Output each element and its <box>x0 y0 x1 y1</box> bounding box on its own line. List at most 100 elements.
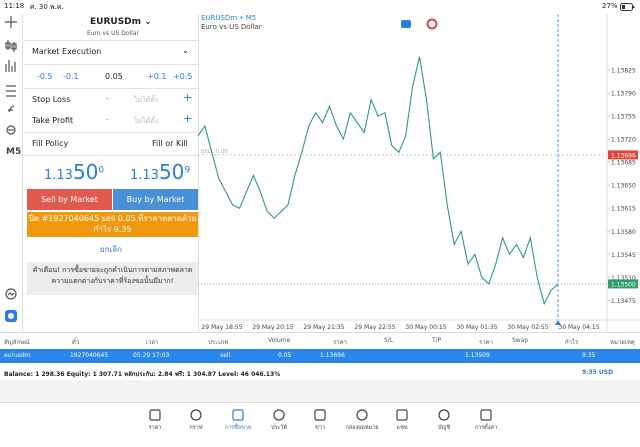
clock: 11:18 <box>4 2 25 10</box>
symbol-text: EURUSDm <box>90 17 142 27</box>
tab-icon[interactable] <box>479 408 493 422</box>
date: ศ. 30 พ.ค. <box>30 3 64 11</box>
y-tick-label: 1.13510 <box>611 275 636 282</box>
tab-label[interactable]: ข่าว <box>315 425 325 431</box>
tab-label[interactable]: บัญชี <box>438 425 450 431</box>
tp-minus[interactable]: - <box>106 115 109 124</box>
dropdown-arrow[interactable]: ⌄ <box>182 46 189 55</box>
sl-value[interactable]: ไม่ได้ตั้ง <box>134 96 159 104</box>
y-tick-label: 1.13755 <box>611 114 636 121</box>
tab-label[interactable]: การตั้งค่า <box>474 425 498 431</box>
y-tick-label: 1.13650 <box>611 183 636 190</box>
tab-icon[interactable] <box>437 408 451 422</box>
chart-title: EURUSDm • M5 <box>201 14 256 22</box>
chart-subtitle: Euro vs US Dollar <box>201 23 262 31</box>
icon[interactable] <box>401 20 411 28</box>
divider <box>0 402 640 403</box>
tab-icon[interactable] <box>231 408 245 422</box>
x-tick-label: 30 May 01:35 <box>456 324 497 331</box>
sl-minus[interactable]: - <box>106 94 109 103</box>
tp-label: Take Profit <box>32 116 74 125</box>
tab-label[interactable]: ประวัติ <box>270 425 288 431</box>
icon-shape <box>396 409 408 421</box>
y-tick-label: 1.13825 <box>611 67 636 74</box>
column-header[interactable]: T/P <box>432 337 442 344</box>
tab-label[interactable]: กล่องจดหมาย <box>345 425 379 431</box>
balance-line: Balance: 1 298.36 Equity: 1 307.71 หลักป… <box>4 371 281 378</box>
icon[interactable] <box>426 18 438 30</box>
tab-label[interactable]: ราคา <box>148 425 162 431</box>
tab-label[interactable]: กราฟ <box>189 425 203 431</box>
tab-label[interactable]: การซื้อขาย <box>224 425 252 431</box>
column-header[interactable]: ราคา <box>333 339 347 346</box>
sell-button[interactable]: Sell by Market <box>27 189 112 210</box>
tab-label[interactable]: แชท <box>396 425 408 431</box>
x-tick-label: 30 May 02:55 <box>507 324 548 331</box>
timeframe[interactable]: M5 <box>6 147 22 157</box>
cell: 05.29 17:03 <box>133 352 170 359</box>
tab-icon[interactable] <box>189 408 203 422</box>
cell: eurusdm <box>4 352 31 359</box>
icon-shape <box>356 409 368 421</box>
cell: 1.13696 <box>320 352 345 359</box>
left-toolbar[interactable] <box>0 12 22 332</box>
cell: sell <box>220 352 231 359</box>
current-price-box <box>608 279 638 289</box>
column-header[interactable]: ตั๋ว <box>72 339 80 346</box>
icon-shape <box>232 409 244 421</box>
tp-plus[interactable]: + <box>183 112 193 125</box>
icon-shape <box>190 409 202 421</box>
column-header[interactable]: เวลา <box>146 339 159 346</box>
divider <box>24 64 198 65</box>
tab-icon[interactable] <box>148 408 162 422</box>
tab-icon[interactable] <box>272 408 286 422</box>
column-header[interactable]: กำไร <box>565 339 579 346</box>
selected-row[interactable] <box>0 349 640 363</box>
order-symbol[interactable]: EURUSDm ⌄ <box>90 17 152 27</box>
sell-price-label: 1.13696 <box>611 152 636 159</box>
icon-shape <box>480 409 492 421</box>
ask-big: 1.13 <box>130 168 159 183</box>
cancel-button[interactable]: ยกเลิก <box>100 245 123 254</box>
icon-shape <box>273 409 285 421</box>
divider <box>198 14 199 332</box>
tab-icon[interactable] <box>395 408 409 422</box>
y-tick-label: 1.13685 <box>611 160 636 167</box>
battery-text: 27% <box>602 2 618 10</box>
sl-plus[interactable]: + <box>183 91 193 104</box>
volume-step[interactable]: -0.5 <box>37 72 53 81</box>
x-tick-label: 30 May 04:15 <box>558 324 599 331</box>
warning-line: คำเตือน! การซื้อขายจะถูกดำเนินการตามสภาพ… <box>32 266 193 274</box>
cell: 9.35 <box>582 352 596 359</box>
icon-shape <box>149 409 161 421</box>
volume-step[interactable]: +0.1 <box>147 72 167 81</box>
ask-price: 1.13509 <box>130 160 190 184</box>
volume-step[interactable]: +0.5 <box>173 72 193 81</box>
price-chart[interactable]: EURUSDm • M5 Euro vs US Dollar 1.13475 1.… <box>0 0 640 336</box>
column-header[interactable]: ประเภท <box>208 339 229 346</box>
close-line: กำไร 9.35 <box>93 225 132 234</box>
sell-line-label: SELL 0.05 <box>201 149 229 155</box>
buy-button[interactable]: Buy by Market <box>113 189 198 210</box>
cell: 1927040645 <box>70 352 109 359</box>
column-header[interactable]: สัญลักษณ์ <box>4 339 30 346</box>
column-header[interactable]: Volume <box>268 337 291 344</box>
sell-price-box <box>608 150 638 160</box>
execution-type[interactable]: Market Execution <box>32 47 102 56</box>
volume-step[interactable]: -0.1 <box>63 72 79 81</box>
cell: 0.05 <box>278 352 292 359</box>
fill-policy-value[interactable]: Fill or Kill <box>152 139 188 148</box>
column-header[interactable]: ราคา <box>479 339 493 346</box>
tab-icon[interactable] <box>313 408 327 422</box>
column-header[interactable]: S/L <box>384 337 394 344</box>
fill-policy-label: Fill Policy <box>32 139 69 148</box>
column-header[interactable]: Swap <box>512 337 529 344</box>
column-header[interactable]: หมายเหตุ <box>610 339 635 346</box>
bid-price: 1.13500 <box>44 160 104 184</box>
total-profit: 9.35 USD <box>582 369 614 376</box>
close-button[interactable]: ปิด #1927040645 sell 0.05 ที่ราคาตลาดด้ว… <box>27 212 198 237</box>
tp-value[interactable]: ไม่ได้ตั้ง <box>134 117 159 125</box>
tab-icon[interactable] <box>355 408 369 422</box>
empty-area <box>0 380 640 402</box>
